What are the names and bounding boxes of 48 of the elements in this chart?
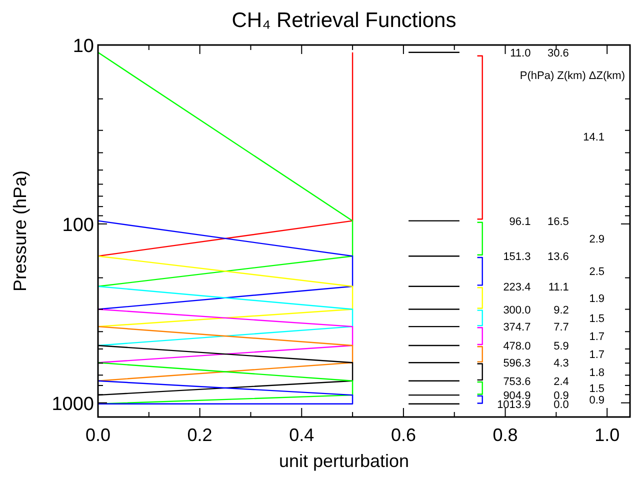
y-tick-label: 1000 xyxy=(52,394,94,415)
line-series xyxy=(97,286,354,346)
x-tick-label: 0.8 xyxy=(492,425,518,445)
y-axis-title: Pressure (hPa) xyxy=(10,170,30,292)
x-tick-label: 0.6 xyxy=(390,425,416,445)
x-tick-label: 0.4 xyxy=(289,425,314,445)
line-series xyxy=(97,255,354,328)
annotation: 1013.9 xyxy=(497,399,531,412)
annotation: 9.2 xyxy=(554,304,569,316)
annotation: 11.1 xyxy=(548,281,569,294)
annotation: 30.6 xyxy=(547,47,569,60)
annotation: 1.7 xyxy=(589,331,605,344)
y-tick-label: 100 xyxy=(62,214,94,236)
annotation: 1.8 xyxy=(589,366,605,379)
x-tick-label: 0.0 xyxy=(85,425,111,445)
line-series xyxy=(97,326,354,382)
annotation: 7.7 xyxy=(554,322,569,334)
x-tick-label: 0.2 xyxy=(187,425,212,445)
annotation: 96.1 xyxy=(509,216,531,228)
annotation: 14.1 xyxy=(583,132,605,144)
annotation: 753.6 xyxy=(503,376,531,388)
annotation: 5.9 xyxy=(554,340,569,352)
annotation: 2.5 xyxy=(589,266,605,278)
annotation: 2.9 xyxy=(589,233,605,246)
annotation: 2.4 xyxy=(554,376,569,388)
x-tick-label: 1.0 xyxy=(594,425,620,445)
annotation: 13.6 xyxy=(547,251,569,264)
annotation: 1.9 xyxy=(589,292,605,305)
annotation: 4.3 xyxy=(554,358,569,370)
annotation: 0.0 xyxy=(554,399,569,412)
annotation: 16.5 xyxy=(547,216,569,228)
annotation: 0.9 xyxy=(589,394,605,406)
annotation: P(hPa) Z(km) ΔZ(km) xyxy=(520,70,625,82)
annotation: 374.7 xyxy=(503,322,531,334)
x-axis-title: unit perturbation xyxy=(278,451,410,471)
line-series xyxy=(97,220,354,310)
annotation: 11.0 xyxy=(510,47,531,60)
y-tick-label: 10 xyxy=(72,36,94,57)
annotation: 478.0 xyxy=(503,340,531,352)
annotation: 223.4 xyxy=(503,281,531,294)
annotation: 300.0 xyxy=(503,304,531,316)
annotation: 151.3 xyxy=(503,251,531,264)
chart-title: CH₄ Retrieval Functions xyxy=(232,9,456,32)
annotation: 1.5 xyxy=(589,382,605,395)
annotation: 596.3 xyxy=(503,358,531,370)
annotation: 1.5 xyxy=(589,312,605,325)
annotation: 1.7 xyxy=(589,349,605,362)
line-series xyxy=(97,362,354,405)
